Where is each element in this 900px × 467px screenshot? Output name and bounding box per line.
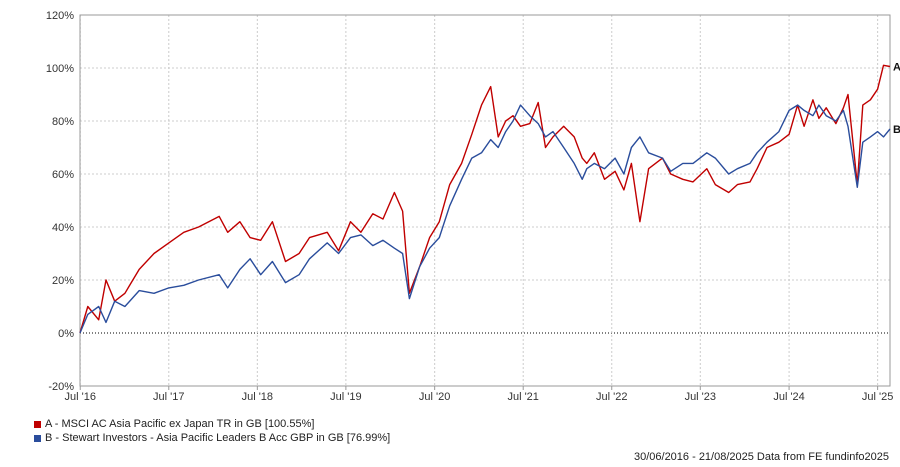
y-tick-label: -20% [48, 381, 74, 393]
legend: A - MSCI AC Asia Pacific ex Japan TR in … [34, 417, 390, 445]
x-tick-label: Jul '24 [773, 391, 804, 403]
legend-label-a: A - MSCI AC Asia Pacific ex Japan TR in … [45, 418, 315, 430]
plot-frame [79, 14, 891, 387]
y-tick-label: 100% [46, 63, 74, 75]
legend-item-a: A - MSCI AC Asia Pacific ex Japan TR in … [34, 417, 390, 431]
x-tick-label: Jul '22 [596, 391, 627, 403]
x-tick-label: Jul '20 [419, 391, 450, 403]
legend-swatch-b [34, 434, 41, 442]
x-tick-label: Jul '25 [862, 391, 893, 403]
x-tick-label: Jul '23 [685, 391, 716, 403]
legend-swatch-a [34, 420, 41, 428]
x-tick-label: Jul '18 [242, 391, 273, 403]
y-tick-label: 120% [46, 10, 74, 22]
x-tick-label: Jul '19 [330, 391, 361, 403]
series-line-a [79, 64, 891, 334]
x-tick-label: Jul '17 [153, 391, 184, 403]
y-tick-label: 0% [58, 328, 74, 340]
source-footer: 30/06/2016 - 21/08/2025 Data from FE fun… [633, 451, 889, 463]
tick-labels: -20% 0% 20% 40% 60% 80% 100% 120% Jul '16 Jul '17… [46, 10, 900, 403]
y-tick-label: 20% [52, 275, 74, 287]
gridlines [79, 14, 890, 387]
y-tick-label: 60% [52, 169, 74, 181]
legend-item-b: B - Stewart Investors - Asia Pacific Lea… [34, 431, 390, 445]
series-end-label-a: A [893, 62, 900, 74]
series-end-label-b: B [893, 124, 900, 136]
series-line-b [79, 104, 891, 334]
series-lines [79, 64, 891, 334]
y-tick-label: 80% [52, 116, 74, 128]
x-tick-label: Jul '16 [65, 391, 96, 403]
axes [79, 14, 891, 390]
x-tick-label: Jul '21 [507, 391, 538, 403]
y-tick-label: 40% [52, 222, 74, 234]
legend-label-b: B - Stewart Investors - Asia Pacific Lea… [45, 432, 391, 444]
